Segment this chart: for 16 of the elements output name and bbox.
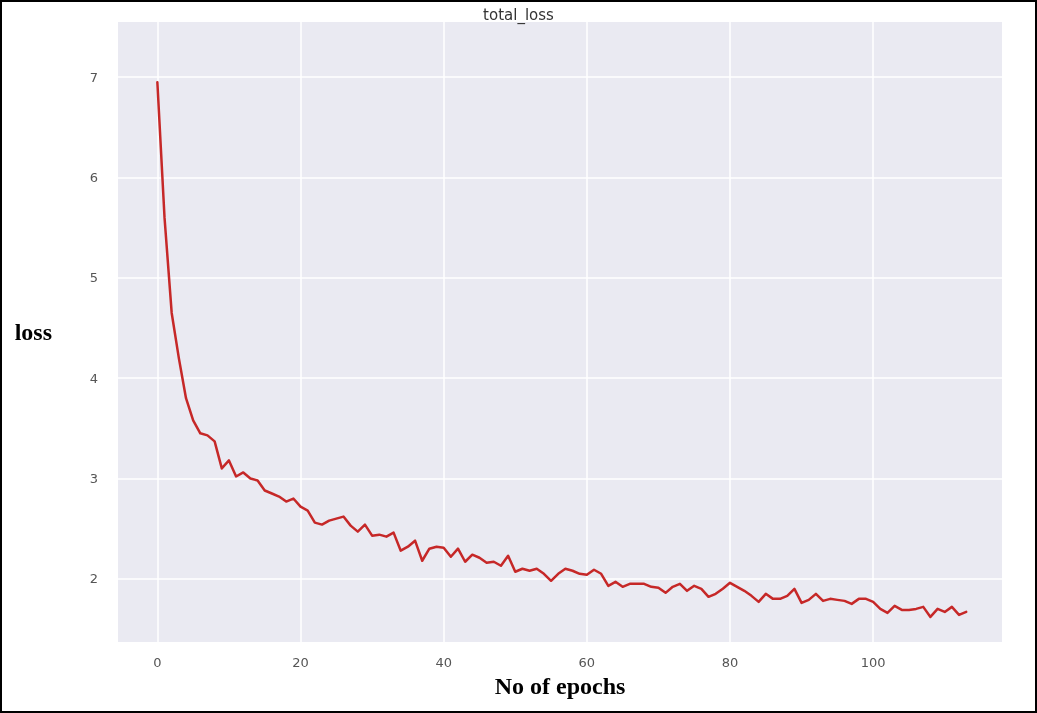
- y-axis-title: loss: [14, 319, 52, 345]
- y-tick-label: 3: [89, 470, 98, 486]
- line-series: [156, 80, 968, 619]
- x-tick-label: 20: [292, 655, 309, 670]
- y-tick-label: 6: [89, 170, 98, 185]
- x-tick-label: 60: [578, 655, 596, 670]
- chart-title: total_loss: [483, 5, 555, 25]
- y-tick-label: 2: [89, 571, 98, 587]
- y-tick-label: 7: [89, 69, 98, 85]
- x-tick-label: 80: [721, 655, 739, 670]
- x-axis-title: No of epochs: [494, 672, 626, 699]
- y-tick-label: 5: [89, 270, 98, 286]
- x-tick-label: 0: [153, 655, 162, 670]
- x-tick-label: 100: [860, 655, 886, 670]
- y-tick-label: 4: [89, 370, 98, 386]
- x-tick-label: 40: [435, 655, 452, 670]
